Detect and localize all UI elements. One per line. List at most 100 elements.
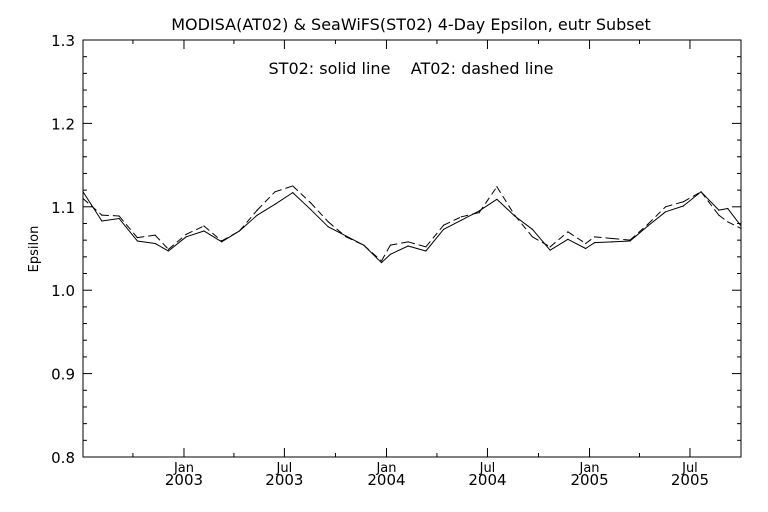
- series-segment-st02: [727, 208, 742, 227]
- y-tick-label: 0.9: [51, 366, 75, 384]
- series-segment-at02: [718, 214, 728, 223]
- series-st02: [82, 191, 742, 264]
- data-point-st02: [629, 240, 631, 242]
- series-segment-st02: [327, 226, 347, 237]
- data-point-at02: [727, 221, 729, 223]
- series-segment-st02: [629, 225, 649, 242]
- series-segment-at02: [727, 221, 742, 229]
- data-point-st02: [221, 241, 223, 243]
- series-segment-at02: [612, 237, 631, 241]
- data-point-at02: [567, 231, 569, 233]
- chart-title: MODISA(AT02) & SeaWiFS(ST02) 4-Day Epsil…: [171, 15, 651, 34]
- data-point-st02: [101, 220, 103, 222]
- series-segment-st02: [700, 191, 720, 211]
- data-point-at02: [185, 233, 187, 235]
- data-point-at02: [256, 209, 258, 211]
- data-point-st02: [407, 245, 409, 247]
- data-point-at02: [629, 239, 631, 241]
- series-segment-at02: [478, 186, 498, 213]
- data-point-at02: [549, 246, 551, 248]
- series-segment-st02: [594, 241, 613, 244]
- series-segment-st02: [682, 191, 702, 207]
- data-point-st02: [136, 240, 138, 242]
- y-tick-label: 0.8: [51, 449, 75, 467]
- data-point-st02: [647, 225, 649, 227]
- series-segment-at02: [461, 212, 480, 218]
- data-point-st02: [118, 217, 120, 220]
- data-point-st02: [478, 210, 480, 212]
- y-tick-label: 1.3: [51, 32, 75, 50]
- series-segment-st02: [168, 236, 187, 252]
- data-point-at02: [647, 223, 649, 225]
- data-point-st02: [549, 249, 551, 251]
- series-segment-st02: [203, 230, 222, 243]
- series-segment-at02: [407, 241, 427, 248]
- x-tick-year-label: 2005: [570, 471, 608, 489]
- x-tick-year-label: 2004: [367, 471, 405, 489]
- series-segment-st02: [407, 245, 427, 252]
- series-segment-at02: [82, 198, 103, 216]
- x-tick-month-label: Jan: [173, 461, 194, 476]
- series-segment-at02: [154, 234, 169, 250]
- data-point-at02: [118, 215, 120, 217]
- y-tick-label: 1.1: [51, 199, 75, 217]
- data-point-at02: [167, 248, 170, 250]
- series-segment-st02: [665, 205, 684, 213]
- series-segment-at02: [292, 185, 311, 203]
- data-point-st02: [593, 242, 596, 244]
- x-tick-month-label: Jul: [479, 461, 496, 476]
- data-point-st02: [496, 198, 498, 200]
- series-segment-st02: [154, 243, 169, 252]
- data-point-st02: [256, 214, 258, 216]
- x-tick-year-label: 2003: [265, 471, 303, 489]
- plot-frame: [82, 39, 742, 458]
- data-point-at02: [611, 237, 613, 240]
- series-segment-at02: [647, 206, 666, 225]
- data-point-st02: [611, 241, 613, 243]
- data-point-at02: [309, 202, 312, 204]
- data-point-at02: [154, 234, 156, 236]
- data-point-st02: [82, 191, 84, 193]
- series-segment-st02: [310, 208, 329, 228]
- x-tick-year-label: 2005: [671, 471, 709, 489]
- series-segment-at02: [700, 191, 720, 216]
- data-point-st02: [460, 219, 462, 221]
- data-point-st02: [567, 238, 569, 240]
- data-point-at02: [101, 214, 103, 216]
- series-segment-st02: [567, 238, 586, 249]
- data-point-at02: [585, 242, 587, 245]
- y-tick-label: 1.2: [51, 115, 75, 133]
- series-segment-at02: [363, 244, 382, 262]
- series-segment-st02: [612, 240, 631, 243]
- data-point-at02: [718, 214, 720, 216]
- series-segment-st02: [443, 219, 462, 230]
- series-at02: [82, 185, 742, 262]
- series-segment-at02: [327, 221, 347, 238]
- series-segment-at02: [425, 224, 445, 248]
- data-point-at02: [496, 186, 498, 188]
- data-point-st02: [389, 253, 391, 255]
- series-segment-st02: [101, 217, 120, 222]
- series-segment-at02: [185, 225, 205, 235]
- series-segment-st02: [549, 238, 569, 251]
- data-point-st02: [425, 250, 427, 252]
- data-point-at02: [221, 240, 223, 242]
- series-segment-st02: [532, 228, 551, 251]
- data-point-st02: [718, 209, 720, 211]
- series-segment-at02: [310, 202, 329, 223]
- data-point-st02: [292, 192, 294, 194]
- data-series: [82, 185, 742, 264]
- data-point-st02: [443, 228, 445, 230]
- series-segment-at02: [594, 236, 613, 239]
- data-point-at02: [593, 236, 596, 238]
- y-tick-label: 1.0: [51, 282, 75, 300]
- data-point-at02: [203, 225, 205, 227]
- series-segment-at02: [665, 201, 684, 208]
- data-point-at02: [740, 227, 742, 230]
- series-segment-st02: [239, 214, 258, 232]
- data-point-st02: [309, 208, 312, 210]
- series-segment-at02: [101, 214, 120, 217]
- series-segment-st02: [647, 211, 666, 227]
- series-segment-at02: [496, 186, 516, 216]
- data-point-at02: [514, 214, 516, 216]
